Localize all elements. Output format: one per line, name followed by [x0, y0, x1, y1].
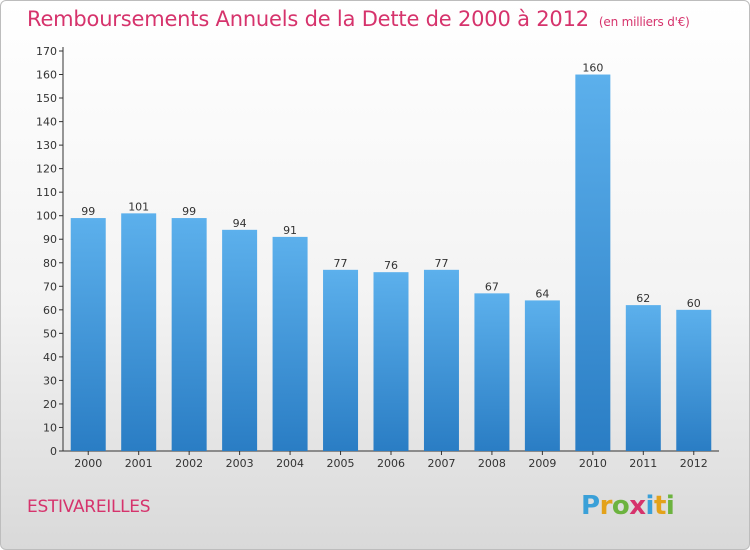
bar-2012[interactable] [676, 309, 712, 451]
y-tick-label: 70 [43, 280, 57, 293]
value-label-2004: 91 [283, 224, 297, 237]
bar-2004[interactable] [272, 236, 308, 451]
y-tick-label: 170 [36, 45, 57, 58]
bar-2002[interactable] [171, 218, 207, 451]
bars [70, 74, 712, 451]
bar-2011[interactable] [625, 305, 661, 451]
y-tick-label: 0 [50, 445, 57, 458]
y-tick-label: 110 [36, 186, 57, 199]
x-tick-label-2006: 2006 [377, 457, 405, 470]
bar-2001[interactable] [121, 213, 157, 451]
proxiti-logo[interactable]: Proxiti [581, 491, 675, 521]
x-tick-label-2010: 2010 [579, 457, 607, 470]
x-tick-label-2000: 2000 [74, 457, 102, 470]
x-tick-label-2004: 2004 [276, 457, 304, 470]
y-tick-label: 40 [43, 351, 57, 364]
y-tick-label: 30 [43, 374, 57, 387]
chart-title: Remboursements Annuels de la Dette de 20… [27, 7, 690, 31]
y-tick-label: 20 [43, 398, 57, 411]
y-tick-label: 50 [43, 327, 57, 340]
value-label-2006: 76 [384, 259, 398, 272]
value-label-2008: 67 [485, 280, 499, 293]
bar-2008[interactable] [474, 293, 510, 451]
bar-2006[interactable] [373, 272, 409, 451]
value-label-2012: 60 [687, 297, 701, 310]
value-label-2000: 99 [81, 205, 95, 218]
x-tick-label-2009: 2009 [528, 457, 556, 470]
bar-2007[interactable] [423, 269, 459, 451]
x-tick-label-2005: 2005 [327, 457, 355, 470]
x-tick-label-2002: 2002 [175, 457, 203, 470]
x-tick-label-2011: 2011 [629, 457, 657, 470]
y-tick-label: 150 [36, 92, 57, 105]
axes: 0 10 20 30 40 50 60 70 80 90 100 110 120 130 140 150 160… [36, 45, 719, 470]
bar-2009[interactable] [524, 300, 560, 451]
value-label-2009: 64 [535, 287, 549, 300]
y-tick-label: 60 [43, 304, 57, 317]
y-tick-label: 140 [36, 116, 57, 129]
value-label-2010: 160 [582, 62, 603, 75]
y-tick-label: 80 [43, 257, 57, 270]
title-text: Remboursements Annuels de la Dette de 20… [27, 7, 589, 31]
x-tick-label-2003: 2003 [226, 457, 254, 470]
y-tick-label: 100 [36, 210, 57, 223]
y-tick-label: 160 [36, 69, 57, 82]
y-tick-label: 120 [36, 163, 57, 176]
x-tick-label-2001: 2001 [125, 457, 153, 470]
bar-2010[interactable] [575, 74, 611, 451]
x-tick-label-2007: 2007 [427, 457, 455, 470]
value-label-2007: 77 [434, 257, 448, 270]
value-labels: 99 101 99 94 91 77 76 77 67 64 160 62 60 [81, 62, 701, 310]
value-label-2011: 62 [636, 292, 650, 305]
bar-2003[interactable] [222, 229, 258, 451]
x-tick-label-2012: 2012 [680, 457, 708, 470]
commune-name: ESTIVAREILLES [27, 497, 151, 517]
x-tick-label-2008: 2008 [478, 457, 506, 470]
y-tick-label: 130 [36, 139, 57, 152]
bar-2000[interactable] [70, 218, 106, 451]
y-tick-label: 90 [43, 233, 57, 246]
value-label-2005: 77 [334, 257, 348, 270]
value-label-2002: 99 [182, 205, 196, 218]
value-label-2001: 101 [128, 200, 149, 213]
value-label-2003: 94 [233, 217, 247, 230]
bar-2005[interactable] [323, 269, 359, 451]
y-tick-label: 10 [43, 421, 57, 434]
chart-subtitle: (en milliers d'€) [598, 15, 690, 29]
